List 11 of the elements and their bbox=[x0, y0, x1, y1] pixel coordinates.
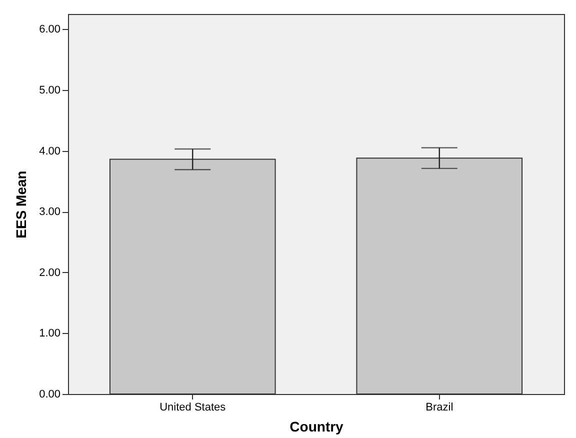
y-tick-label: 1.00 bbox=[39, 328, 60, 340]
y-tick-label: 6.00 bbox=[39, 24, 60, 36]
y-tick-label: 3.00 bbox=[39, 206, 60, 218]
x-axis-title: Country bbox=[290, 418, 344, 434]
y-tick-label: 0.00 bbox=[39, 388, 60, 400]
y-tick-label: 2.00 bbox=[39, 266, 60, 279]
y-axis-title: EES Mean bbox=[13, 170, 30, 238]
x-tick-label: United States bbox=[160, 402, 226, 414]
y-tick-label: 4.00 bbox=[39, 145, 60, 158]
y-tick-label: 5.00 bbox=[39, 84, 60, 96]
x-tick-label: Brazil bbox=[426, 402, 454, 414]
